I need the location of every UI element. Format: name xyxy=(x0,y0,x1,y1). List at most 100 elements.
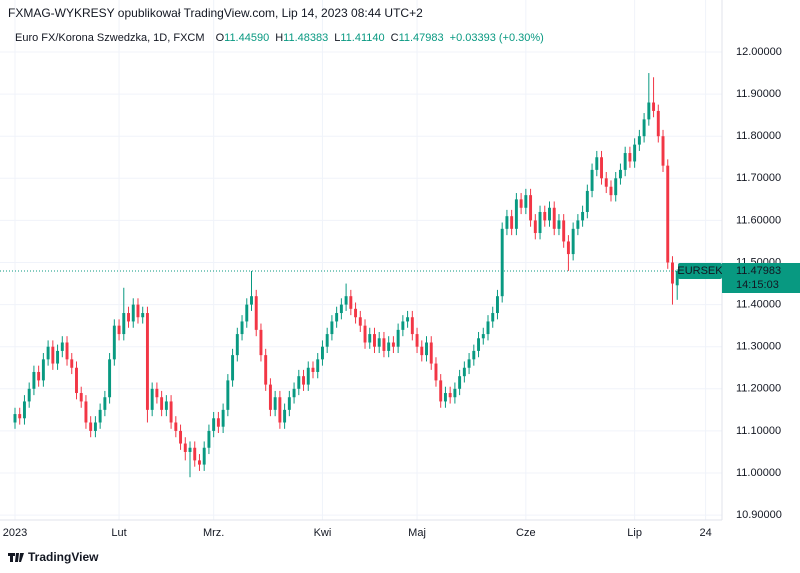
y-tick-label: 11.80000 xyxy=(736,130,781,142)
candle-body xyxy=(519,199,523,208)
brand-logo xyxy=(8,553,24,562)
candle-body xyxy=(60,342,64,351)
candle-body xyxy=(396,329,400,347)
candle-body xyxy=(562,220,566,242)
candle-body xyxy=(595,157,599,170)
candle-body xyxy=(212,418,216,431)
candle-body xyxy=(292,388,296,398)
y-tick-label: 11.20000 xyxy=(736,383,781,395)
candle-body xyxy=(425,342,428,356)
ohlc-label: L xyxy=(334,32,340,44)
price-label: 11.47983 xyxy=(736,265,781,277)
candle-body xyxy=(443,393,447,402)
candle-body xyxy=(618,169,622,179)
candle-body xyxy=(79,393,83,402)
candle-body xyxy=(84,401,88,423)
candle-body xyxy=(604,178,608,187)
x-tick-label: 2023 xyxy=(3,527,27,539)
candle-body xyxy=(368,334,372,343)
candle-body xyxy=(202,447,206,465)
candle-body xyxy=(373,334,376,347)
candle-body xyxy=(415,334,419,347)
candle-body xyxy=(335,313,339,322)
candle-body xyxy=(344,296,348,305)
y-tick-label: 11.10000 xyxy=(736,425,781,437)
candle-body xyxy=(268,384,272,410)
candle-body xyxy=(406,317,410,322)
candle-body xyxy=(533,220,537,234)
candle-body xyxy=(32,371,36,389)
candle-body xyxy=(302,376,305,385)
candle-body xyxy=(614,178,618,196)
candle-body xyxy=(666,165,670,263)
candle-body xyxy=(245,304,249,322)
candle-body xyxy=(287,397,291,410)
symbol: Euro FX/Korona Szwedzka, 1D, FXCM xyxy=(15,32,205,44)
candle-body xyxy=(56,350,60,364)
candle-body xyxy=(127,313,130,322)
candle-body xyxy=(675,270,679,286)
candle-body xyxy=(103,397,107,410)
y-tick-label: 11.60000 xyxy=(736,214,781,226)
candle-body xyxy=(160,397,164,410)
candle-body xyxy=(590,169,594,191)
candle-body xyxy=(581,211,585,221)
candle-body xyxy=(576,220,580,229)
candle-body xyxy=(283,409,287,423)
y-tick-label: 12.00000 xyxy=(736,46,782,58)
candle-body xyxy=(325,334,329,347)
symbol-legend: Euro FX/Korona Szwedzka, 1D, FXCM O11.44… xyxy=(15,32,544,44)
candle-body xyxy=(117,325,121,335)
ohlc-value: 11.41140 xyxy=(340,32,384,44)
candle-body xyxy=(250,296,253,305)
ticker-label: EURSEK xyxy=(677,265,723,277)
candle-body xyxy=(585,190,589,212)
candle-body xyxy=(306,367,310,385)
candle-body xyxy=(93,422,97,431)
y-tick-label: 11.30000 xyxy=(736,341,781,353)
candle-body xyxy=(382,338,386,351)
candle-body xyxy=(18,414,22,419)
candle-body xyxy=(174,422,178,431)
candle-body xyxy=(112,325,116,360)
candle-body xyxy=(458,376,462,389)
candles xyxy=(13,73,679,478)
x-tick-label: Mrz. xyxy=(203,527,224,539)
candle-body xyxy=(656,110,660,137)
y-tick-label: 11.40000 xyxy=(736,299,781,311)
countdown-label: 14:15:03 xyxy=(736,279,779,291)
candle-body xyxy=(183,443,187,452)
candle-body xyxy=(330,321,334,335)
x-tick-label: Lut xyxy=(111,527,126,539)
candle-body xyxy=(46,346,50,360)
ohlc-value: 11.48383 xyxy=(283,32,328,44)
candle-body xyxy=(358,317,362,326)
attribution: FXMAG-WYKRESY opublikował TradingView.co… xyxy=(8,6,423,20)
candle-body xyxy=(193,447,197,461)
candle-body xyxy=(349,296,353,309)
candle-body xyxy=(273,397,277,410)
candle-body xyxy=(98,409,102,423)
candle-body xyxy=(207,430,211,448)
candle-body xyxy=(278,397,282,423)
candle-body xyxy=(647,102,651,120)
x-tick-label: Kwi xyxy=(314,527,332,539)
candle-body xyxy=(671,262,674,284)
candle-body xyxy=(524,195,528,208)
candle-body xyxy=(155,388,159,398)
candle-body xyxy=(179,430,183,444)
candle-body xyxy=(264,355,268,385)
candle-body xyxy=(320,346,324,360)
candle-body xyxy=(150,388,154,410)
candle-body xyxy=(387,342,391,351)
change: +0.03393 (+0.30%) xyxy=(450,32,544,44)
candle-body xyxy=(514,199,518,229)
candle-body xyxy=(254,296,258,330)
candle-body xyxy=(41,359,45,381)
candle-body xyxy=(439,380,443,402)
candle-body xyxy=(311,367,315,372)
candle-body xyxy=(548,207,551,221)
candle-body xyxy=(462,367,466,377)
y-tick-label: 11.70000 xyxy=(736,172,781,184)
